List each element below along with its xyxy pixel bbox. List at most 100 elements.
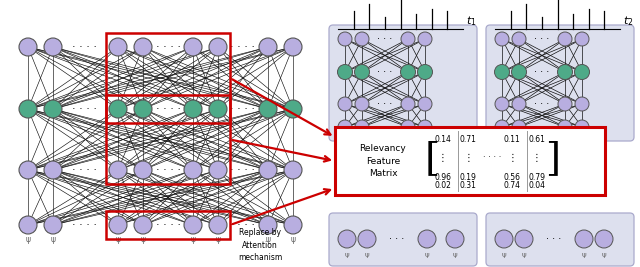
Bar [106,33,230,123]
Text: ψ: ψ [522,252,526,258]
Circle shape [418,120,432,134]
Text: · · ·: · · · [378,34,392,44]
Text: ψ: ψ [342,137,348,143]
Circle shape [109,161,127,179]
Text: ψ: ψ [216,235,221,245]
Circle shape [209,100,227,118]
Circle shape [575,65,589,80]
Circle shape [209,161,227,179]
Circle shape [109,38,127,56]
Text: 0.74: 0.74 [504,182,520,190]
Circle shape [109,216,127,234]
Circle shape [338,32,352,46]
Text: ψ: ψ [502,252,506,258]
Text: · · · ·: · · · · [156,220,180,230]
Text: · · · ·: · · · · [230,220,255,230]
Text: · · · ·: · · · · [230,104,255,114]
Text: ψ: ψ [406,137,410,143]
Circle shape [446,230,464,248]
Circle shape [284,216,302,234]
Circle shape [134,161,152,179]
Circle shape [575,120,589,134]
Text: ψ: ψ [580,137,584,143]
Circle shape [284,100,302,118]
Text: · · ·: · · · [534,34,550,44]
Text: ψ: ψ [360,137,364,143]
Text: Replace by
Attention
mechanism: Replace by Attention mechanism [238,228,282,262]
Circle shape [418,32,432,46]
Text: ψ: ψ [500,137,504,143]
Circle shape [418,230,436,248]
Text: ⋮: ⋮ [507,153,517,163]
Circle shape [575,97,589,111]
Text: [: [ [424,140,440,178]
Circle shape [259,216,277,234]
Circle shape [495,32,509,46]
Text: · · · ·: · · · · [483,154,501,163]
Text: ψ: ψ [582,252,586,258]
Circle shape [495,120,509,134]
Text: · · · ·: · · · · [156,104,180,114]
Circle shape [575,230,593,248]
Circle shape [417,65,433,80]
Circle shape [184,216,202,234]
Text: · · ·: · · · [378,99,392,109]
Circle shape [495,230,513,248]
Text: 0.61: 0.61 [529,135,545,144]
Text: · · · ·: · · · · [72,104,97,114]
Circle shape [337,65,353,80]
Circle shape [338,120,352,134]
Circle shape [401,97,415,111]
Text: · · ·: · · · [378,67,392,77]
Circle shape [557,65,573,80]
Circle shape [558,32,572,46]
Circle shape [515,230,533,248]
Text: ψ: ψ [425,252,429,258]
Bar [106,211,230,239]
Text: ψ: ψ [422,137,428,143]
Circle shape [19,161,37,179]
Text: 0.14: 0.14 [435,135,451,144]
Circle shape [134,38,152,56]
Circle shape [495,65,509,80]
Circle shape [495,97,509,111]
Text: ψ: ψ [563,137,567,143]
Circle shape [184,161,202,179]
Text: · · ·: · · · [534,99,550,109]
Circle shape [134,100,152,118]
Text: ⋮: ⋮ [532,153,542,163]
Text: ψ: ψ [266,235,271,245]
Circle shape [19,216,37,234]
Circle shape [401,120,415,134]
Text: · · · ·: · · · · [72,42,97,52]
Text: 0.04: 0.04 [529,182,545,190]
Text: · · ·: · · · [534,122,550,132]
Circle shape [184,38,202,56]
Circle shape [338,97,352,111]
Circle shape [512,120,526,134]
Circle shape [44,100,62,118]
Circle shape [284,161,302,179]
Circle shape [511,65,527,80]
Text: 0.56: 0.56 [504,172,520,182]
Circle shape [512,32,526,46]
Circle shape [209,216,227,234]
Text: ψ: ψ [141,235,145,245]
Bar [106,95,230,184]
Text: ⋮: ⋮ [463,153,473,163]
Circle shape [512,97,526,111]
Text: ψ: ψ [345,252,349,258]
Text: ψ: ψ [51,235,56,245]
Bar [335,127,605,195]
Circle shape [19,100,37,118]
Circle shape [355,65,369,80]
Circle shape [355,120,369,134]
Circle shape [418,97,432,111]
Text: · · · ·: · · · · [156,42,180,52]
Circle shape [401,65,415,80]
FancyBboxPatch shape [329,213,477,266]
Text: · · ·: · · · [547,234,562,244]
Circle shape [355,97,369,111]
Text: · · · ·: · · · · [72,165,97,175]
Text: · · · ·: · · · · [230,42,255,52]
